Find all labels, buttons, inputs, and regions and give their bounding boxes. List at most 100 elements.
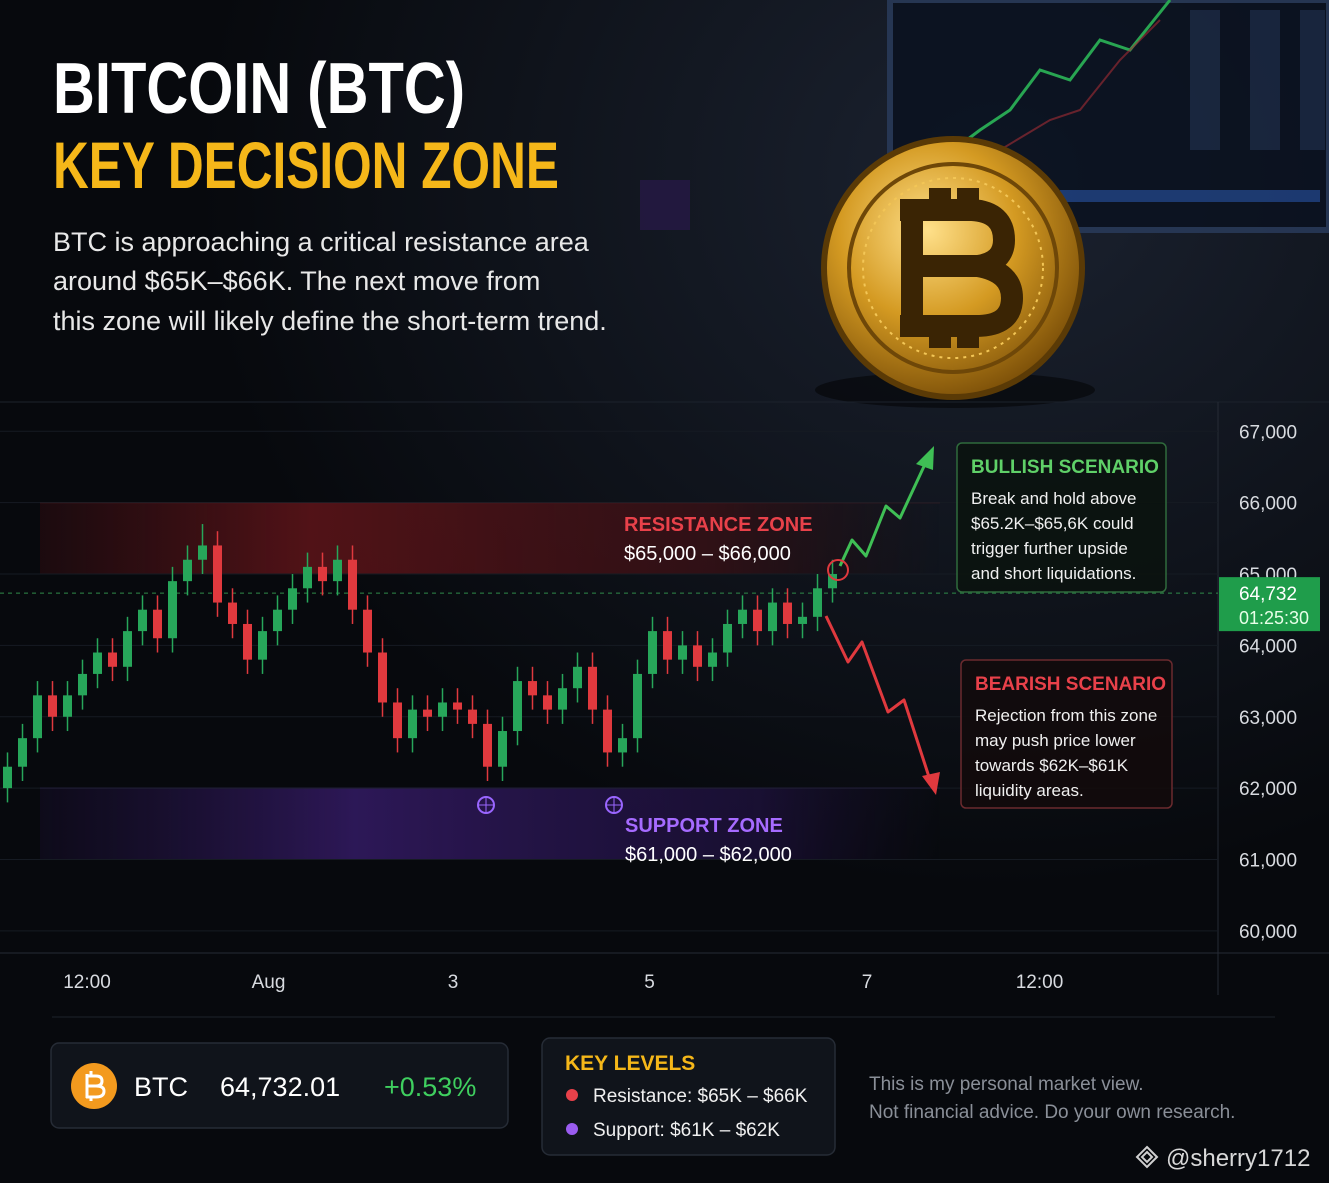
subtitle-line: this zone will likely define the short-t… xyxy=(53,306,607,336)
candle-body xyxy=(78,673,87,696)
bullish-box xyxy=(956,442,1167,593)
x-tick-label: 3 xyxy=(448,972,459,993)
handle: @sherry1712 xyxy=(1166,1145,1310,1172)
current-price-tag xyxy=(1219,577,1320,632)
candle-body xyxy=(738,609,747,624)
candle-body xyxy=(333,559,342,582)
key-level: Resistance: $65K – $66K xyxy=(593,1086,808,1107)
candle-body xyxy=(558,688,567,710)
candle-body xyxy=(663,631,672,660)
candle-body xyxy=(708,652,717,667)
x-tick-label: 12:00 xyxy=(63,972,111,993)
ticker-box xyxy=(50,1042,509,1129)
y-tick-label: 66,000 xyxy=(1239,494,1297,515)
key-level: Support: $61K – $62K xyxy=(593,1120,780,1141)
candle-body xyxy=(273,609,282,632)
x-tick-label: 7 xyxy=(862,972,873,993)
candle-body xyxy=(483,723,492,767)
bullish-title: BULLISH SCENARIO xyxy=(971,457,1159,478)
x-tick-label: 5 xyxy=(644,972,655,993)
subtitle-line: around $65K–$66K. The next move from xyxy=(53,266,540,296)
bearish-box xyxy=(960,659,1173,809)
bearish-text: Rejection from this zone xyxy=(975,706,1157,725)
candle-body xyxy=(513,681,522,732)
candle-body xyxy=(93,652,102,674)
handle-icon xyxy=(1135,1145,1159,1169)
candle-body xyxy=(318,566,327,582)
y-tick-label: 67,000 xyxy=(1239,422,1297,443)
candle-body xyxy=(498,731,507,767)
candle-body xyxy=(168,581,177,639)
subtitle-heading: KEY DECISION ZONE xyxy=(53,128,559,202)
candle-body xyxy=(768,602,777,632)
candle-body xyxy=(528,681,537,696)
candle-body xyxy=(453,702,462,710)
y-tick-label: 60,000 xyxy=(1239,922,1297,943)
candle-body xyxy=(363,609,372,653)
ticker-symbol: BTC xyxy=(134,1072,188,1102)
key-levels-title: KEY LEVELS xyxy=(565,1052,695,1075)
support-dot xyxy=(566,1123,578,1135)
candle-body xyxy=(228,602,237,624)
subtitle-line: BTC is approaching a critical resistance… xyxy=(53,227,590,257)
candle-body xyxy=(408,709,417,739)
candle-body xyxy=(648,631,657,674)
countdown-label: 01:25:30 xyxy=(1239,608,1309,628)
y-tick-label: 64,000 xyxy=(1239,636,1297,657)
candle-body xyxy=(813,588,822,617)
bullish-text: Break and hold above xyxy=(971,489,1136,508)
ticker-change: +0.53% xyxy=(384,1072,476,1102)
candle-body xyxy=(393,702,402,739)
bearish-title: BEARISH SCENARIO xyxy=(975,674,1166,695)
x-tick-label: Aug xyxy=(252,972,286,993)
candle-body xyxy=(108,652,117,667)
resistance-dot xyxy=(566,1089,578,1101)
candle-body xyxy=(3,766,12,789)
bullish-arrow xyxy=(838,446,934,567)
candle-body xyxy=(633,673,642,739)
candle-body xyxy=(828,574,837,589)
candle-body xyxy=(123,631,132,667)
candle-body xyxy=(753,609,762,632)
bearish-text: may push price lower xyxy=(975,731,1136,750)
btc-icon xyxy=(71,1063,117,1109)
bearish-arrow xyxy=(824,615,940,795)
candle-body xyxy=(543,695,552,710)
current-price-label: 64,732 xyxy=(1239,584,1297,605)
ticker-price: 64,732.01 xyxy=(220,1072,340,1102)
support-label: SUPPORT ZONE xyxy=(625,815,783,837)
disclaimer: This is my personal market view. xyxy=(869,1074,1144,1095)
bullish-text: trigger further upside xyxy=(971,539,1128,558)
y-tick-label: 63,000 xyxy=(1239,708,1297,729)
bearish-text: liquidity areas. xyxy=(975,781,1084,800)
title: BITCOIN (BTC) xyxy=(53,49,465,129)
candle-body xyxy=(423,709,432,717)
disclaimer: Not financial advice. Do your own resear… xyxy=(869,1102,1235,1123)
x-tick-label: 12:00 xyxy=(1016,972,1064,993)
bullish-text: $65.2K–$65,6K could xyxy=(971,514,1134,533)
candle-body xyxy=(258,631,267,660)
candle-body xyxy=(678,645,687,660)
candle-body xyxy=(213,545,222,603)
candle-body xyxy=(138,609,147,632)
y-tick-label: 62,000 xyxy=(1239,779,1297,800)
candle-body xyxy=(573,666,582,689)
support-range: $61,000 – $62,000 xyxy=(625,844,792,866)
touch-markers xyxy=(477,559,849,814)
candle-body xyxy=(198,545,207,560)
resistance-label: RESISTANCE ZONE xyxy=(624,514,813,536)
candle-body xyxy=(348,559,357,610)
candle-body xyxy=(63,695,72,717)
candle-body xyxy=(48,695,57,717)
support-zone xyxy=(40,788,940,860)
candle-body xyxy=(378,652,387,703)
candle-body xyxy=(438,702,447,717)
candle-body xyxy=(618,738,627,753)
bullish-text: and short liquidations. xyxy=(971,564,1136,583)
candle-body xyxy=(693,645,702,667)
candle-body xyxy=(603,709,612,753)
candle-body xyxy=(183,559,192,582)
candle-body xyxy=(303,566,312,589)
candle-body xyxy=(798,616,807,624)
